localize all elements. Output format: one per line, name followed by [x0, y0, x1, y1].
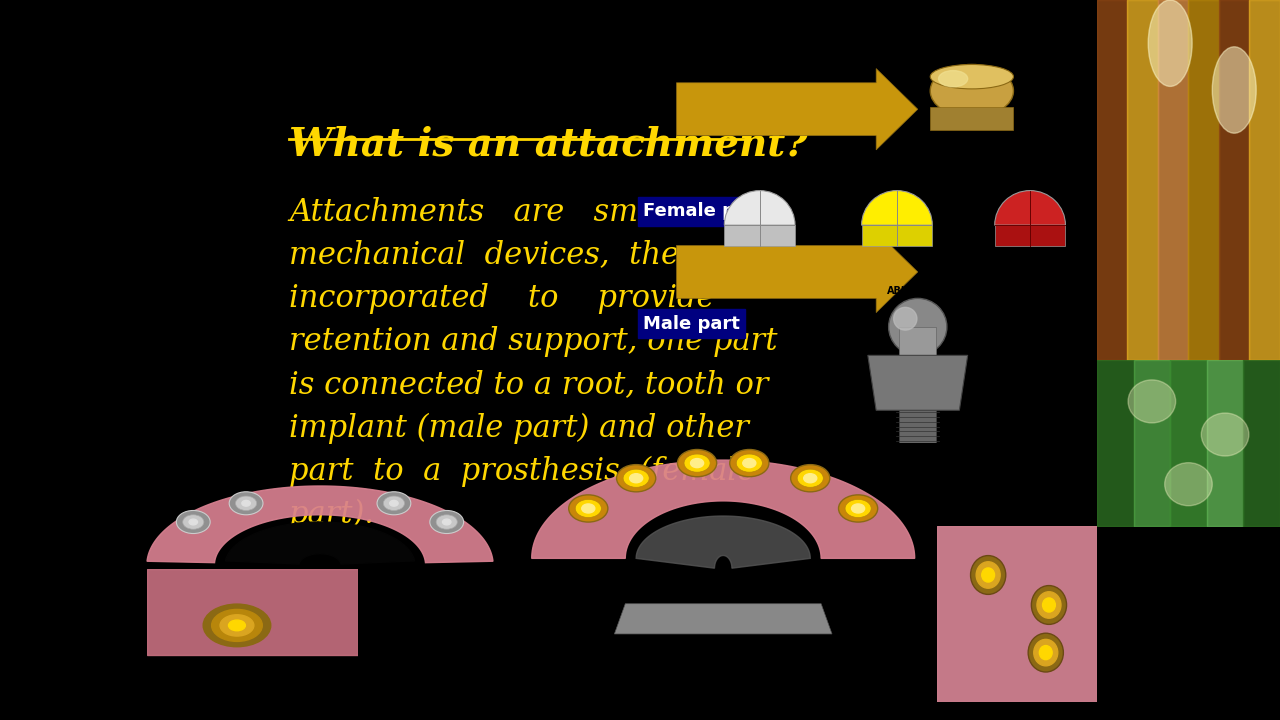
Circle shape [623, 469, 649, 487]
Circle shape [977, 562, 1000, 588]
Circle shape [893, 307, 916, 330]
Circle shape [430, 510, 463, 534]
Circle shape [851, 504, 865, 513]
Circle shape [229, 620, 246, 631]
Circle shape [443, 519, 451, 525]
Text: HOUSING: HOUSING [946, 42, 997, 52]
Polygon shape [147, 486, 493, 563]
Circle shape [730, 449, 769, 477]
Polygon shape [531, 460, 915, 559]
Circle shape [1212, 47, 1256, 133]
Circle shape [1202, 413, 1249, 456]
Ellipse shape [931, 65, 1014, 117]
Circle shape [888, 298, 947, 356]
Polygon shape [868, 356, 968, 410]
Circle shape [575, 500, 602, 518]
Polygon shape [636, 516, 810, 568]
Circle shape [970, 556, 1006, 595]
Polygon shape [225, 522, 415, 564]
Circle shape [177, 510, 210, 534]
Circle shape [436, 515, 457, 529]
Text: STANDARD: STANDARD [873, 181, 920, 189]
Circle shape [617, 464, 655, 492]
Circle shape [378, 492, 411, 515]
Polygon shape [937, 526, 1097, 702]
Bar [724, 225, 795, 246]
Circle shape [384, 496, 404, 510]
Circle shape [1034, 639, 1057, 666]
Bar [995, 225, 1065, 246]
Circle shape [236, 496, 256, 510]
Wedge shape [861, 191, 932, 225]
Text: Attachments   are   small
mechanical  devices,  they  are
incorporated    to    : Attachments are small mechanical devices… [289, 197, 777, 530]
Circle shape [568, 495, 608, 522]
Text: REDUCED: REDUCED [739, 181, 781, 189]
Circle shape [804, 474, 817, 483]
Wedge shape [724, 191, 795, 225]
FancyArrow shape [677, 231, 918, 312]
Circle shape [1032, 585, 1066, 624]
Bar [899, 327, 937, 356]
Bar [861, 225, 932, 246]
Ellipse shape [938, 71, 968, 87]
Circle shape [220, 615, 253, 636]
Circle shape [838, 495, 878, 522]
Circle shape [1028, 633, 1064, 672]
Text: What is an attachment?: What is an attachment? [289, 125, 808, 163]
Circle shape [1037, 592, 1061, 618]
Circle shape [742, 459, 755, 468]
Text: Female part: Female part [643, 202, 764, 220]
Text: Male part: Male part [643, 315, 740, 333]
Circle shape [791, 464, 829, 492]
Circle shape [211, 609, 262, 642]
Text: INCREASED: INCREASED [1006, 181, 1055, 189]
Circle shape [183, 515, 204, 529]
Circle shape [1148, 0, 1192, 86]
Circle shape [581, 504, 595, 513]
Circle shape [204, 604, 271, 647]
Polygon shape [614, 603, 832, 634]
Polygon shape [899, 410, 937, 443]
Ellipse shape [931, 65, 1014, 89]
Circle shape [691, 459, 704, 468]
Text: ABUTMENT: ABUTMENT [887, 286, 948, 296]
Circle shape [1039, 646, 1052, 660]
Wedge shape [995, 191, 1065, 225]
Bar [931, 107, 1014, 130]
Circle shape [797, 469, 823, 487]
Circle shape [736, 454, 763, 472]
Circle shape [242, 500, 251, 506]
Circle shape [630, 474, 643, 483]
Circle shape [684, 454, 710, 472]
Circle shape [982, 568, 995, 582]
Circle shape [845, 500, 872, 518]
Circle shape [229, 492, 262, 515]
Circle shape [1042, 598, 1056, 612]
Circle shape [389, 500, 398, 506]
FancyArrow shape [677, 68, 918, 150]
Circle shape [1128, 380, 1175, 423]
Polygon shape [147, 569, 358, 655]
Circle shape [677, 449, 717, 477]
Circle shape [189, 519, 197, 525]
Circle shape [1165, 463, 1212, 505]
